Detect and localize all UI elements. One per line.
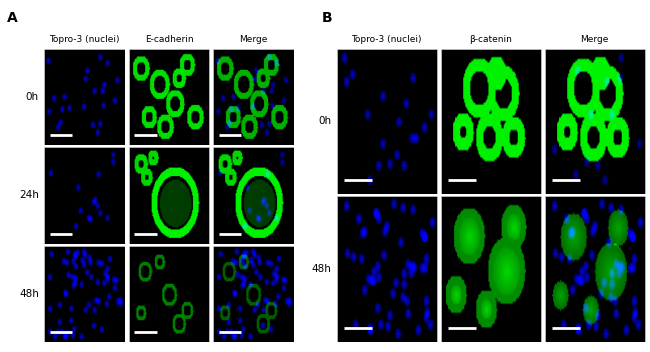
Text: A: A bbox=[6, 11, 18, 25]
Text: Merge: Merge bbox=[580, 35, 609, 44]
Text: 48h: 48h bbox=[19, 289, 39, 299]
Text: 48h: 48h bbox=[311, 264, 332, 274]
Text: Topro-3 (nuclei): Topro-3 (nuclei) bbox=[49, 35, 120, 44]
Text: Merge: Merge bbox=[239, 35, 268, 44]
Text: B: B bbox=[322, 11, 332, 25]
Text: 0h: 0h bbox=[318, 117, 332, 126]
Text: 24h: 24h bbox=[19, 190, 39, 200]
Text: Topro-3 (nuclei): Topro-3 (nuclei) bbox=[352, 35, 422, 44]
Text: β-catenin: β-catenin bbox=[469, 35, 512, 44]
Text: 0h: 0h bbox=[26, 92, 39, 102]
Text: E-cadherin: E-cadherin bbox=[145, 35, 193, 44]
